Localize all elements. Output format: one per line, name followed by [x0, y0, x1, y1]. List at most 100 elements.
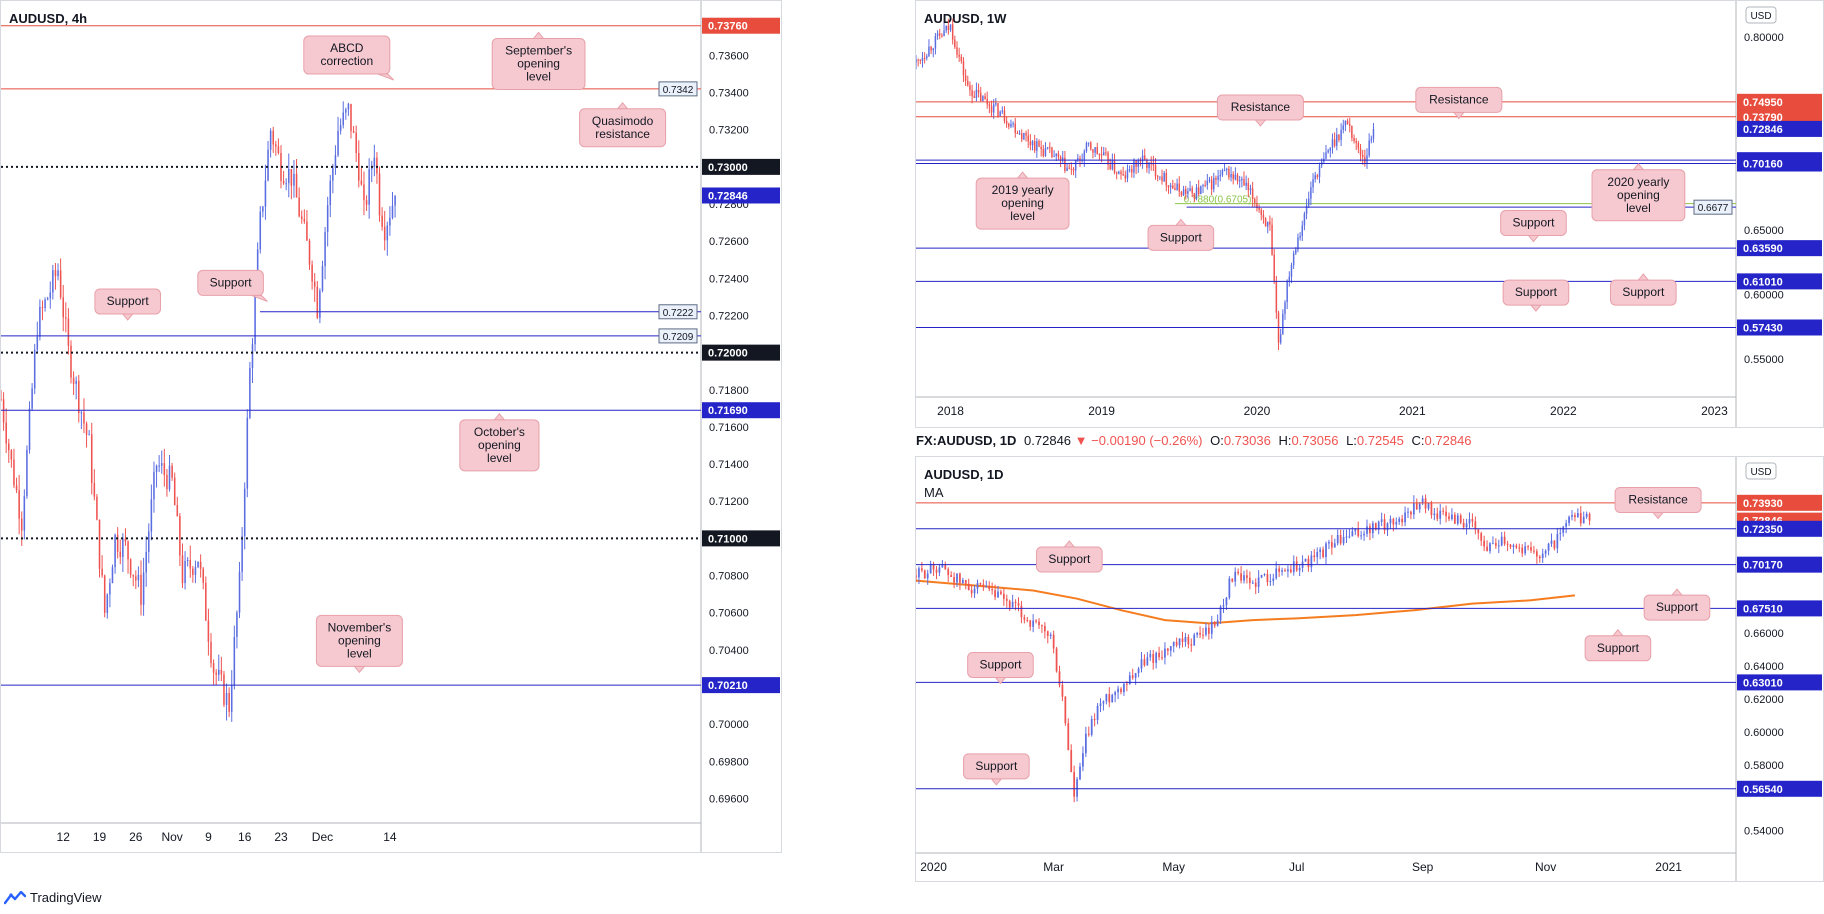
candle-body	[928, 46, 930, 57]
candle-body	[969, 85, 971, 91]
annotation-pointer	[1016, 171, 1029, 179]
candle-body	[1247, 182, 1250, 191]
candle-body	[971, 90, 973, 97]
annotation-label: Resistance	[1628, 492, 1688, 506]
candle-body	[28, 408, 31, 450]
candle-body	[1216, 620, 1219, 626]
candle-body	[1102, 152, 1105, 156]
candle-body	[1331, 139, 1334, 148]
chart-panel-weekly[interactable]: AUDUSD, 1WUSD0.800000.750000.650000.6000…	[915, 0, 1824, 428]
candle-body	[1131, 675, 1134, 678]
candle-body	[1172, 641, 1175, 647]
candle-body	[2, 399, 5, 423]
candle-body	[1228, 578, 1231, 598]
annotation-pointer	[1632, 163, 1645, 171]
candle-body	[992, 104, 995, 113]
candle-body	[39, 306, 41, 337]
candle-body	[1533, 550, 1535, 552]
candle-body	[394, 195, 396, 206]
candle-body	[1020, 605, 1023, 618]
time-tick-label: Jul	[1289, 860, 1304, 874]
candle-body	[1279, 334, 1282, 343]
candle-body	[249, 368, 251, 418]
candle-body	[1087, 142, 1090, 144]
candle-body	[65, 317, 67, 319]
candle-body	[1044, 148, 1047, 156]
candle-body	[49, 292, 52, 299]
candle-body	[923, 570, 926, 579]
annotation-pointer	[251, 294, 268, 302]
candle-body	[1196, 632, 1199, 635]
candle-body	[1118, 171, 1120, 174]
annotation-label: opening	[338, 633, 381, 647]
tradingview-brand[interactable]: TradingView	[4, 890, 102, 905]
price-badge	[1737, 600, 1822, 617]
candle-body	[1156, 176, 1159, 178]
candle-body	[1038, 141, 1040, 147]
candle-body	[1051, 147, 1053, 157]
candle-body	[26, 449, 28, 497]
candle-body	[1134, 673, 1137, 678]
price-tick-label: 0.65000	[1744, 225, 1784, 237]
annotation-label: Support	[1656, 600, 1699, 614]
candle-body	[1067, 723, 1070, 751]
candle-body	[230, 685, 233, 712]
price-badge-label: 0.73000	[708, 162, 748, 174]
annotation-box	[1610, 279, 1677, 306]
candle-body	[1137, 668, 1140, 674]
chart-daily[interactable]: AUDUSD, 1D MA USD 0.66000 0.64000 0.62000 0.60…	[915, 457, 1823, 881]
annotation-box	[315, 614, 403, 667]
candle-body	[1468, 519, 1471, 524]
chart-4h[interactable]: AUDUSD, 4h0.736000.734000.732000.728000.…	[0, 1, 781, 852]
candle-body	[1043, 625, 1046, 632]
candle-body	[1027, 135, 1029, 142]
candle-body	[920, 568, 923, 571]
candle-body	[1304, 558, 1307, 562]
candle-body	[1182, 189, 1185, 196]
annotation-pointer	[353, 665, 366, 674]
daily-high: 0.73056	[1291, 433, 1339, 448]
candle-body	[1257, 577, 1260, 587]
price-tick-label: 0.60000	[1744, 727, 1784, 739]
annotation-label: level	[487, 451, 512, 465]
candle-body	[1061, 157, 1064, 160]
annotation-pointer	[121, 313, 134, 321]
candle-body	[935, 569, 938, 573]
candle-body	[179, 516, 181, 556]
candle-body	[1241, 178, 1243, 181]
candle-body	[1459, 515, 1462, 523]
candle-body	[1404, 512, 1406, 523]
candle-body	[985, 586, 988, 588]
candle-body	[352, 131, 355, 133]
chart-weekly[interactable]: AUDUSD, 1WUSD0.800000.750000.650000.6000…	[915, 1, 1823, 427]
candle-body	[1073, 772, 1076, 797]
candle-body	[347, 103, 350, 110]
candle-body	[1329, 147, 1332, 151]
annotation-box	[303, 35, 391, 75]
candle-body	[1087, 733, 1090, 735]
candle-body	[1238, 180, 1241, 182]
candle-body	[1210, 179, 1213, 190]
candle-body	[1305, 205, 1308, 214]
candle-body	[1079, 158, 1081, 160]
candle-body	[1036, 141, 1038, 151]
candle-body	[114, 534, 116, 568]
candle-body	[967, 583, 970, 590]
candle-body	[1262, 214, 1265, 218]
candle-body	[1462, 522, 1465, 528]
candle-body	[1057, 153, 1060, 157]
candle-body	[1370, 138, 1373, 141]
price-badge-label: 0.56540	[1743, 784, 1783, 796]
chart-panel-daily[interactable]: AUDUSD, 1D MA USD 0.66000 0.64000 0.62000 0.60…	[915, 456, 1824, 882]
candle-body	[85, 423, 88, 435]
chart-panel-4h[interactable]: AUDUSD, 4h 0.73600 0.73400 0.73200 0.72800 0.…	[0, 0, 782, 853]
candle-body	[1093, 719, 1096, 721]
price-badge	[1737, 674, 1822, 691]
annotation-pointer	[1174, 218, 1187, 226]
daily-close-label: C:	[1411, 433, 1425, 448]
candle-body	[1023, 617, 1026, 620]
candle-body	[160, 463, 163, 466]
candle-body	[1295, 561, 1298, 571]
candle-body	[1421, 498, 1424, 504]
annotation-box	[579, 108, 667, 148]
